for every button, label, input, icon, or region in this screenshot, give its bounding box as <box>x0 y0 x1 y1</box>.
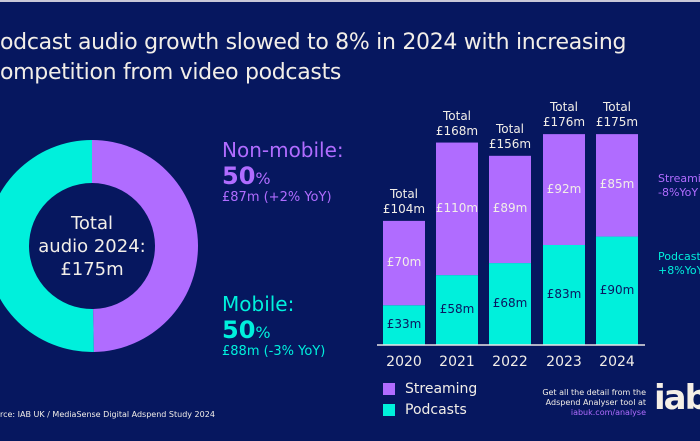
legend-item-streaming: Streaming <box>383 381 477 397</box>
bar-podcasts-2020 <box>383 305 425 345</box>
x-tick-label: 2021 <box>439 354 475 370</box>
streaming-value-label: £89m <box>492 201 528 216</box>
bar-streaming-2024 <box>596 134 638 237</box>
donut-center-line: audio 2024: <box>38 236 146 257</box>
total-prefix-label: Total <box>549 100 579 115</box>
streaming-change-label: Streami -8%YoY <box>658 172 700 200</box>
mobile-label: Mobile: <box>222 292 295 316</box>
note-line: Adspend Analyser tool at <box>545 398 646 407</box>
podcasts-value-label: £83m <box>546 286 582 301</box>
x-tick-label: 2023 <box>546 354 582 370</box>
podcasts-value-label: £33m <box>386 317 422 332</box>
donut-slice-mobile <box>0 140 94 352</box>
total-prefix-label: Total <box>442 108 472 123</box>
mobile-detail: £88m (-3% YoY) <box>222 344 326 359</box>
non-mobile-detail: £87m (+2% YoY) <box>222 190 332 205</box>
total-value-label: £104m <box>382 201 426 216</box>
streaming-value-label: £110m <box>435 200 479 215</box>
total-value-label: £156m <box>488 136 532 151</box>
legend-item-podcasts: Podcasts <box>383 402 467 418</box>
title-line-1: odcast audio growth slowed to 8% in 2024… <box>0 30 627 55</box>
streaming-name: Streami <box>658 172 700 185</box>
legend-swatch-streaming <box>383 383 395 395</box>
total-prefix-label: Total <box>495 121 525 136</box>
podcasts-change-label: Podcast +8%YoY <box>658 250 700 278</box>
streaming-value-label: £92m <box>546 181 582 196</box>
bar-podcasts-2024 <box>596 236 638 345</box>
analyse-link[interactable]: iabuk.com/analyse <box>570 408 646 417</box>
x-tick-label: 2020 <box>386 354 422 370</box>
podcasts-value-label: £68m <box>492 296 528 311</box>
title-line-2: ompetition from video podcasts <box>0 60 342 85</box>
total-prefix-label: Total <box>389 186 419 201</box>
non-mobile-legend: Non-mobile: 50% £87m (+2% YoY) <box>222 138 344 205</box>
x-tick-label: 2024 <box>599 354 635 370</box>
non-mobile-label: Non-mobile: <box>222 138 344 162</box>
donut-center-value: £175m <box>60 259 124 280</box>
donut-center-label: Total audio 2024: £175m <box>20 212 164 281</box>
bar-podcasts-2023 <box>543 244 585 345</box>
non-mobile-pct: 50 <box>222 162 256 190</box>
streaming-change: -8%YoY <box>658 186 699 199</box>
podcasts-name: Podcast <box>658 250 700 263</box>
podcasts-value-label: £58m <box>439 302 475 317</box>
mobile-pct: 50 <box>222 316 256 344</box>
top-border <box>0 0 700 2</box>
total-value-label: £168m <box>435 123 479 138</box>
x-tick-label: 2022 <box>492 354 528 370</box>
bar-podcasts-2022 <box>489 263 531 345</box>
donut-slice-non-mobile <box>92 140 198 352</box>
note-line: Get all the detail from the <box>542 388 646 397</box>
pct-sign: % <box>255 323 271 342</box>
legend-label: Podcasts <box>405 402 467 418</box>
adspend-note: Get all the detail from the Adspend Anal… <box>520 388 646 418</box>
bar-podcasts-2021 <box>436 275 478 345</box>
bar-streaming-2020 <box>383 220 425 306</box>
streaming-value-label: £85m <box>599 177 635 192</box>
total-value-label: £176m <box>542 115 586 130</box>
bar-streaming-2023 <box>543 134 585 245</box>
bar-streaming-2022 <box>489 155 531 264</box>
source-note: rce: IAB UK / MediaSense Digital Adspend… <box>0 410 215 419</box>
legend-swatch-podcasts <box>383 404 395 416</box>
total-value-label: £175m <box>595 115 639 130</box>
legend-label: Streaming <box>405 381 478 397</box>
mobile-legend: Mobile: 50% £88m (-3% YoY) <box>222 292 325 359</box>
page-title: odcast audio growth slowed to 8% in 2024… <box>0 28 626 88</box>
bar-streaming-2021 <box>436 142 478 276</box>
total-prefix-label: Total <box>602 100 632 115</box>
podcasts-value-label: £90m <box>599 282 635 297</box>
iab-logo: iab <box>654 378 700 418</box>
donut-center-line: Total <box>70 213 114 234</box>
streaming-value-label: £70m <box>386 255 422 270</box>
pct-sign: % <box>255 169 271 188</box>
podcasts-change: +8%YoY <box>658 264 700 277</box>
